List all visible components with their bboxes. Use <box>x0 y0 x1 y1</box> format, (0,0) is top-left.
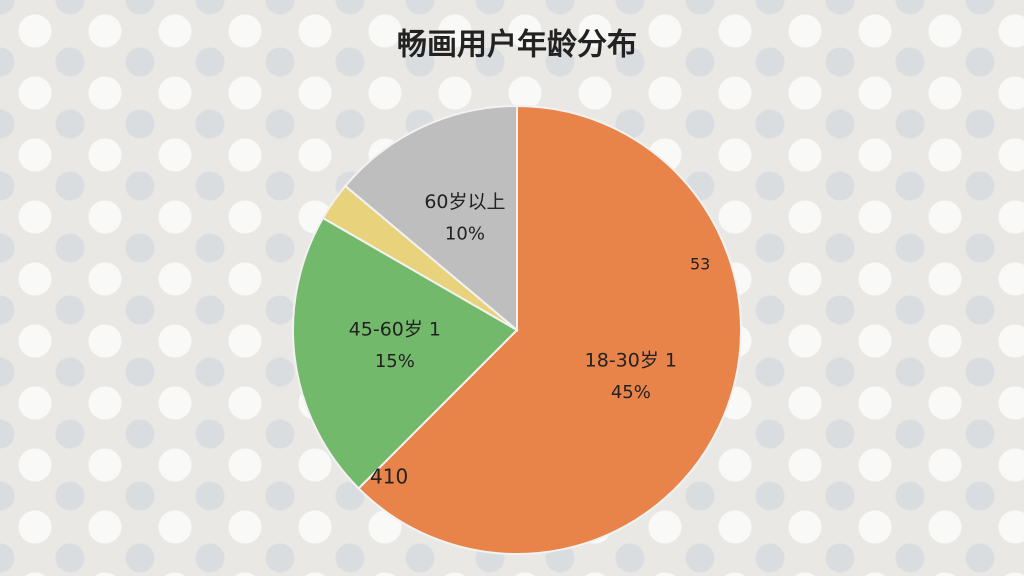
value-label: 45% <box>611 382 651 403</box>
value-label: 15% <box>375 351 415 372</box>
annotation: 410 <box>370 465 408 489</box>
pie-slice <box>292 216 519 490</box>
pie <box>292 104 742 555</box>
annotation: 53 <box>690 255 710 274</box>
pie-slice <box>343 104 518 333</box>
value-label: 10% <box>445 223 485 244</box>
slice-label: 18-30岁 1 <box>585 350 677 372</box>
chart-title: 畅画用户年龄分布 <box>397 28 637 63</box>
pie-slice <box>357 104 742 555</box>
slice-label: 45-60岁 1 <box>349 319 441 341</box>
slice-label: 60岁以上 <box>424 191 505 213</box>
